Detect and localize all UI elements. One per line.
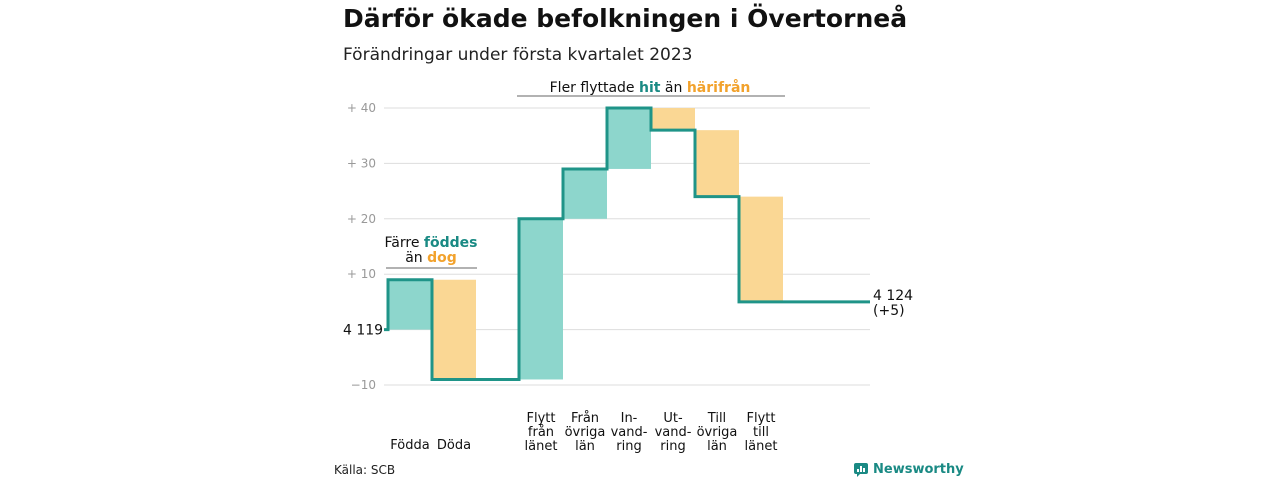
category-label: länet: [745, 439, 778, 454]
annotation-span: dog: [427, 250, 457, 266]
brand-name: Newsworthy: [873, 462, 964, 477]
y-tick-label: + 10: [347, 267, 376, 281]
category-label: Till: [707, 411, 726, 426]
end-value-label: (+5): [873, 303, 905, 319]
waterfall-bar: [651, 108, 695, 131]
annotation-span: härifrån: [687, 79, 751, 96]
category-label: län: [575, 439, 595, 454]
annotation-span: föddes: [424, 235, 478, 251]
annotation-span: än: [405, 250, 427, 266]
y-tick-label: −10: [351, 378, 376, 392]
category-label: Flytt: [527, 411, 556, 426]
annotation-text: Fler flyttade hit än härifrån: [550, 79, 751, 96]
annotation-span: Fler flyttade: [550, 80, 639, 96]
category-label: länet: [525, 439, 558, 454]
category-label: län: [707, 439, 727, 454]
category-label: ring: [660, 439, 685, 454]
end-value-label: 4 124: [873, 288, 913, 304]
category-label: övriga: [697, 425, 738, 440]
y-tick-label: + 20: [347, 212, 376, 226]
waterfall-bar: [563, 168, 607, 219]
category-label: Döda: [437, 438, 471, 453]
annotation-text: Färre föddes: [385, 235, 478, 251]
annotation-text: än dog: [405, 250, 457, 266]
category-label: vand-: [655, 425, 692, 440]
category-label: Flytt: [747, 411, 776, 426]
chart-title: Därför ökade befolkningen i Övertorneå: [343, 4, 908, 33]
waterfall-bar: [607, 108, 651, 169]
newsworthy-logo-icon: [854, 462, 868, 477]
category-label: Födda: [390, 438, 429, 453]
waterfall-bar: [519, 218, 563, 380]
category-label: övriga: [565, 425, 606, 440]
y-tick-label: + 40: [347, 101, 376, 115]
source-note: Källa: SCB: [334, 463, 396, 477]
category-label: ring: [616, 439, 641, 454]
category-label: Ut-: [663, 411, 683, 426]
chart-subtitle: Förändringar under första kvartalet 2023: [343, 45, 693, 65]
annotation-span: hit: [639, 80, 661, 96]
y-tick-label: + 30: [347, 156, 376, 170]
waterfall-bar: [695, 130, 739, 197]
waterfall-bar: [432, 279, 476, 380]
category-label: Från: [571, 411, 599, 426]
category-label: till: [753, 425, 769, 440]
annotation-span: Färre: [385, 235, 424, 251]
start-value-label: 4 119: [343, 323, 383, 339]
annotation-span: än: [660, 80, 686, 96]
waterfall-bar: [388, 279, 432, 330]
brand-logo: Newsworthy: [854, 462, 964, 477]
category-label: från: [528, 425, 554, 440]
category-label: In-: [621, 411, 638, 426]
cumulative-step-line: [384, 106, 870, 381]
category-label: vand-: [611, 425, 648, 440]
waterfall-bar: [739, 196, 783, 302]
